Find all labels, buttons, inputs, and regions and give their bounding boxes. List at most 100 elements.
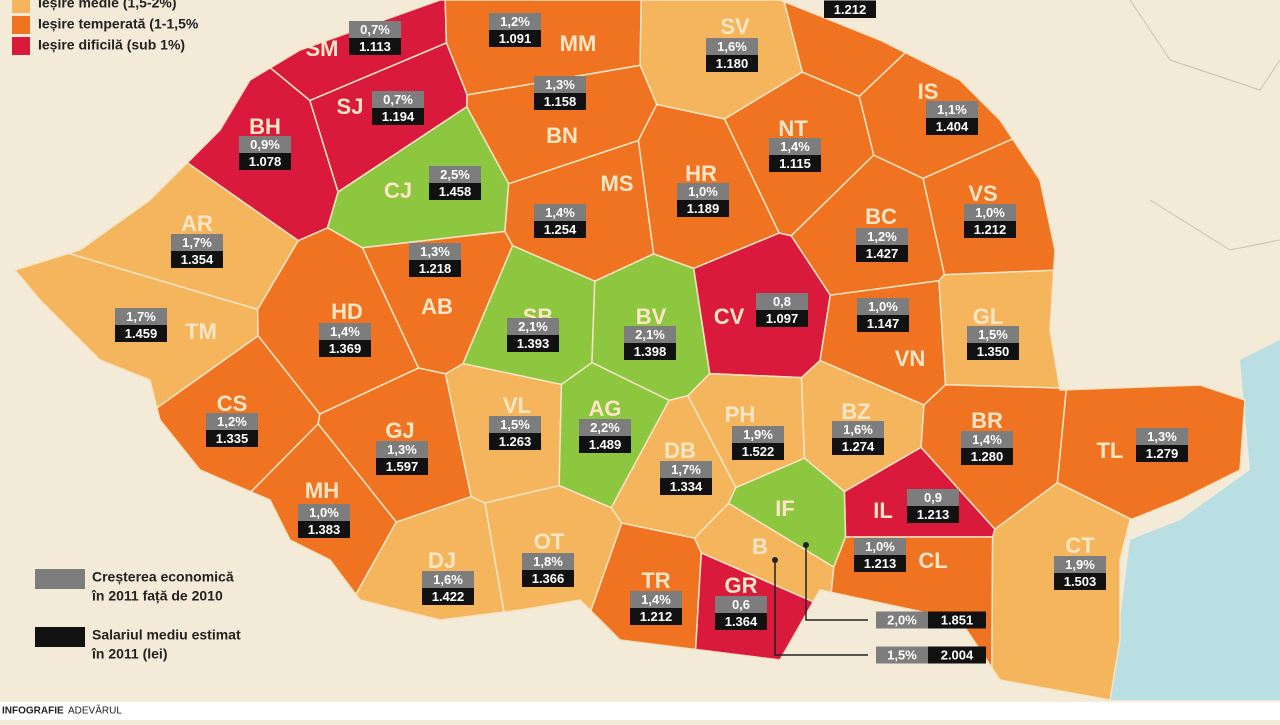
salary-box (706, 55, 758, 72)
salary-box (677, 200, 729, 217)
growth-box (624, 326, 676, 343)
growth: 1,0% (975, 205, 1005, 220)
growth-box (824, 0, 876, 1)
growth-box (854, 538, 906, 555)
county-code: SM (306, 36, 339, 61)
county-code: IF (775, 496, 795, 521)
salary: 1.503 (1064, 574, 1097, 589)
salary-box (319, 340, 371, 357)
growth: 2,5% (440, 167, 470, 182)
salary-box (832, 438, 884, 455)
salary-box (489, 433, 541, 450)
leader-dot (772, 557, 778, 563)
county-code: BH (249, 114, 281, 139)
county-code: CL (918, 548, 947, 573)
growth: 1,0% (309, 505, 339, 520)
county-code: VL (503, 393, 531, 418)
salary-box (824, 1, 876, 18)
county-code: VN (895, 346, 926, 371)
salary-box (298, 521, 350, 538)
growth: 1,3% (1147, 429, 1177, 444)
salary: 1.364 (725, 614, 758, 629)
salary: 1.393 (517, 336, 550, 351)
salary-box (1136, 445, 1188, 462)
growth-box (409, 243, 461, 260)
salary-box (522, 570, 574, 587)
growth: 1,2% (217, 414, 247, 429)
county-code: GR (725, 573, 758, 598)
legend-label: Ieșire medie (1,5-2%) (38, 0, 177, 11)
salary-box (854, 555, 906, 572)
growth: 1,4% (641, 592, 671, 607)
salary-box (907, 506, 959, 523)
growth: 1,4% (330, 324, 360, 339)
salary-box (489, 30, 541, 47)
key-label: Creșterea economică (92, 569, 234, 585)
salary-box (856, 245, 908, 262)
growth: 0,7% (383, 92, 413, 107)
growth: 1,2% (867, 229, 897, 244)
salary: 1.158 (544, 94, 577, 109)
salary: 1.354 (181, 252, 214, 267)
growth-box (706, 38, 758, 55)
salary-box (534, 221, 586, 238)
growth-box (967, 326, 1019, 343)
salary: 1.279 (1146, 446, 1179, 461)
county-code: SJ (337, 94, 364, 119)
salary-box (857, 315, 909, 332)
growth-box (961, 431, 1013, 448)
county-code: TL (1097, 438, 1124, 463)
county-code: TR (641, 568, 670, 593)
county-code: AR (181, 211, 213, 236)
growth: 1,3% (420, 244, 450, 259)
growth: 1,9% (743, 427, 773, 442)
county-code: DJ (428, 548, 456, 573)
growth: 2,2% (590, 420, 620, 435)
salary-box (630, 608, 682, 625)
legend-label: Ieșire temperată (1-1,5% (38, 16, 199, 32)
county-code: CS (217, 391, 248, 416)
growth-box (769, 138, 821, 155)
county (484, 484, 623, 613)
growth-box (489, 416, 541, 433)
growth: 1,5% (500, 417, 530, 432)
salary-box (429, 183, 481, 200)
salary: 1.115 (779, 156, 811, 171)
growth-box (489, 13, 541, 30)
county-code: B (752, 534, 768, 559)
county-code: BV (636, 304, 667, 329)
growth: 1,0% (868, 299, 898, 314)
growth-box (1136, 428, 1188, 445)
county-code: BC (865, 204, 897, 229)
growth: 1,7% (126, 309, 156, 324)
salary-box (239, 153, 291, 170)
footer-bar (0, 702, 1280, 720)
salary-box (756, 310, 808, 327)
salary: 1.254 (544, 222, 577, 237)
salary: 1.459 (125, 326, 158, 341)
salary: 1.274 (842, 439, 875, 454)
salary: 1.398 (634, 344, 667, 359)
county-code: BZ (841, 399, 870, 424)
salary-box (928, 646, 986, 664)
salary: 1.404 (936, 119, 969, 134)
growth: 1,5% (887, 647, 917, 662)
growth-box (319, 323, 371, 340)
salary-box (769, 155, 821, 172)
growth-box (422, 571, 474, 588)
legend-swatch (12, 37, 30, 55)
salary-box (715, 613, 767, 630)
salary: 1.522 (742, 444, 775, 459)
county-code: HR (685, 161, 717, 186)
salary-box (372, 108, 424, 125)
county-code: PH (725, 402, 756, 427)
growth: 1,4% (972, 432, 1002, 447)
key: Creșterea economică în 2011 față de 2010 S… (35, 569, 241, 662)
sea (1110, 340, 1280, 700)
salary: 1.851 (941, 612, 974, 627)
growth: 1,7% (671, 462, 701, 477)
salary: 1.194 (382, 109, 415, 124)
growth-box (115, 308, 167, 325)
growth: 1,3% (387, 442, 417, 457)
